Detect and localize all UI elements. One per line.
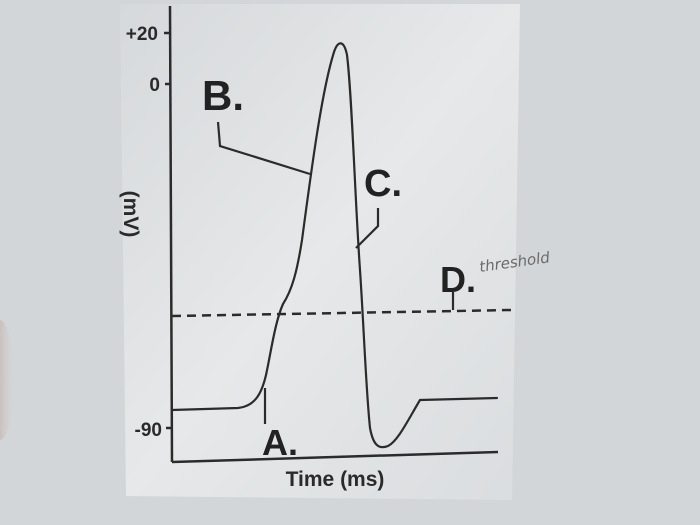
y-axis-label: (mV) [119,191,142,238]
x-axis-label: Time (ms) [286,468,385,491]
label-c: C. [364,163,402,205]
y-tick-label: -90 [135,420,162,441]
action-potential-curve [170,42,499,449]
label-a: A. [262,422,298,463]
y-tick-label: 0 [149,75,160,96]
axes [164,5,499,464]
y-tick-label: +20 [126,24,158,45]
label-d: D. [440,259,476,300]
y-axis-line [168,5,174,463]
figure-paper [120,4,520,500]
finger [0,320,14,440]
leader-c [355,208,380,249]
leader-lines [216,121,455,424]
x-axis-line [171,450,499,464]
threshold-line [171,308,513,318]
leader-b [216,121,311,176]
label-b: B. [202,72,244,119]
